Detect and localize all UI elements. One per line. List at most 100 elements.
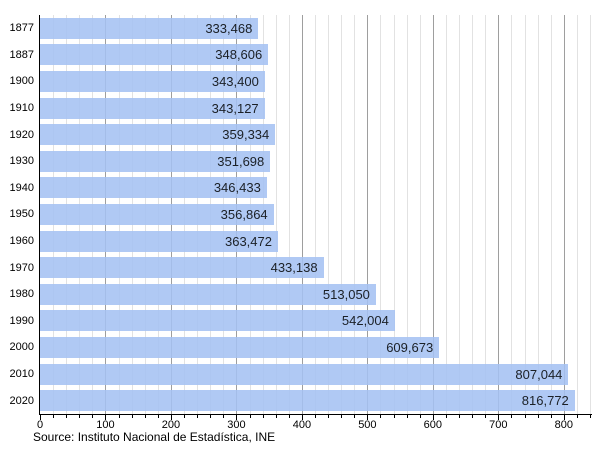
x-minor-tick	[511, 415, 513, 418]
minor-gridline	[288, 15, 290, 414]
major-gridline	[498, 15, 500, 414]
x-minor-tick	[262, 415, 264, 418]
x-axis-tick-label-600: 600	[423, 419, 443, 431]
bar-1980: 513,050	[40, 283, 376, 305]
y-axis-labels: 1877 1887 1900 1910 1920 1930 1940 1950 1960 1970…	[0, 15, 34, 414]
bars-layer: 333,468 348,606 343,400 343,127 359,334 351,6…	[40, 15, 590, 414]
x-minor-tick	[419, 415, 421, 418]
major-gridline	[301, 15, 303, 414]
x-axis-tick-label-300: 300	[227, 419, 246, 431]
x-minor-tick	[118, 415, 120, 418]
bar-1930: 351,698	[40, 150, 271, 172]
bar-value-label: 816,772	[521, 393, 569, 409]
bar-1950: 356,864	[40, 204, 274, 225]
bar-value-label: 359,334	[222, 127, 270, 143]
x-axis-tick-label-400: 400	[292, 419, 312, 431]
bar-2000: 609,673	[40, 337, 440, 358]
x-major-tick	[498, 415, 500, 420]
minor-gridline	[419, 15, 421, 414]
x-minor-tick	[210, 415, 212, 418]
x-minor-tick	[445, 415, 447, 418]
y-axis-label-1990: 1990	[9, 314, 34, 327]
minor-gridline	[275, 15, 277, 414]
x-axis-ticks	[40, 415, 591, 421]
x-minor-tick	[341, 415, 343, 418]
x-axis-line	[39, 414, 592, 415]
x-minor-tick	[184, 415, 186, 418]
major-gridline	[367, 15, 369, 414]
x-minor-tick	[524, 415, 526, 418]
y-axis-label-1877: 1877	[9, 22, 34, 35]
bar-value-label: 363,472	[224, 233, 272, 249]
y-axis-label-1960: 1960	[9, 235, 34, 248]
y-axis-label-1930: 1930	[9, 155, 34, 168]
bar-value-label: 356,864	[220, 207, 268, 222]
x-major-tick	[40, 415, 41, 420]
x-minor-tick	[275, 415, 277, 418]
bar-1960: 363,472	[40, 230, 278, 252]
x-minor-tick	[354, 415, 356, 418]
x-minor-tick	[92, 415, 94, 418]
bar-value-label: 343,400	[211, 74, 259, 89]
bar-1990: 542,004	[40, 310, 395, 332]
y-axis-label-2010: 2010	[9, 368, 34, 381]
x-minor-tick	[157, 415, 159, 418]
y-axis-label-1910: 1910	[9, 102, 34, 115]
x-major-tick	[170, 415, 172, 420]
minor-gridline	[459, 15, 461, 414]
x-axis-tick-label-200: 200	[161, 419, 181, 431]
bar-value-label: 513,050	[322, 286, 370, 302]
bar-1877: 333,468	[40, 17, 259, 39]
x-minor-tick	[249, 415, 251, 418]
x-minor-tick	[576, 415, 578, 418]
y-axis-label-1980: 1980	[9, 288, 34, 301]
x-minor-tick	[393, 415, 395, 418]
x-major-tick	[432, 415, 434, 420]
y-axis-label-1970: 1970	[9, 261, 34, 274]
x-major-tick	[105, 415, 107, 420]
bar-value-label: 343,127	[211, 100, 259, 116]
minor-gridline	[341, 15, 343, 414]
bar-1910: 343,127	[40, 97, 265, 119]
x-minor-tick	[66, 415, 68, 418]
minor-gridline	[393, 15, 395, 414]
x-minor-tick	[79, 415, 81, 418]
bar-2020: 816,772	[40, 390, 575, 412]
bar-2010: 807,044	[40, 363, 569, 385]
x-minor-tick	[472, 415, 474, 418]
minor-gridline	[550, 15, 552, 414]
x-axis-tick-label-700: 700	[489, 419, 508, 431]
x-minor-tick	[537, 415, 539, 418]
bar-value-label: 333,468	[205, 20, 253, 36]
x-major-tick	[236, 415, 238, 420]
bar-value-label: 542,004	[341, 313, 389, 329]
major-gridline	[563, 15, 565, 414]
x-minor-tick	[406, 415, 408, 418]
x-minor-tick	[485, 415, 487, 418]
x-minor-tick	[459, 415, 461, 418]
minor-gridline	[406, 15, 408, 414]
x-minor-tick	[315, 415, 316, 418]
x-minor-tick	[380, 415, 382, 418]
minor-gridline	[485, 15, 487, 414]
y-axis-label-1950: 1950	[9, 208, 34, 221]
x-minor-tick	[288, 415, 290, 418]
x-major-tick	[301, 415, 303, 420]
minor-gridline	[328, 15, 330, 414]
y-axis-label-2020: 2020	[9, 394, 34, 407]
x-minor-tick	[550, 415, 552, 418]
bar-value-label: 351,698	[217, 153, 265, 169]
minor-gridline	[576, 15, 578, 414]
bar-1900: 343,400	[40, 71, 265, 92]
x-minor-tick	[131, 415, 133, 418]
x-minor-tick	[144, 415, 146, 418]
y-axis-label-1940: 1940	[9, 181, 34, 194]
minor-gridline	[511, 15, 513, 414]
bar-1887: 348,606	[40, 44, 269, 66]
x-minor-tick	[328, 415, 330, 418]
minor-gridline	[472, 15, 474, 414]
y-axis-label-1900: 1900	[9, 75, 34, 88]
x-axis-tick-label-100: 100	[96, 419, 115, 431]
x-minor-tick	[53, 415, 55, 418]
